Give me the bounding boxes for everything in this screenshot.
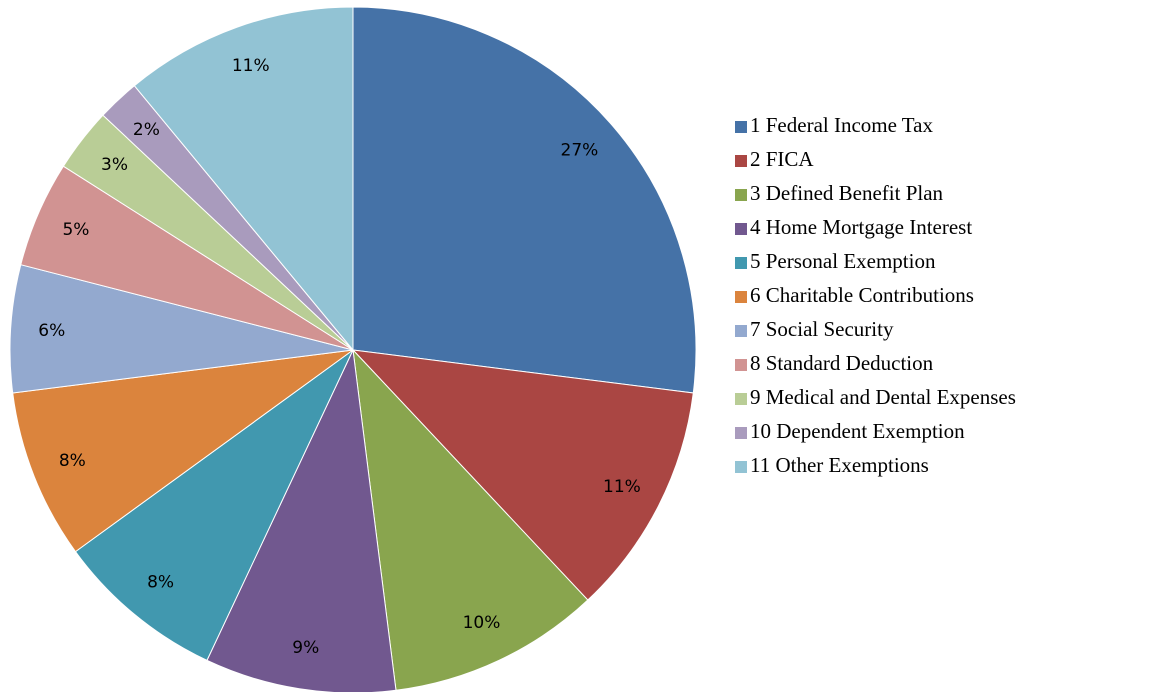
legend-label: 11 Other Exemptions [750,453,929,477]
data-label: 27% [561,140,599,160]
pie-slice [352,6,697,394]
legend-swatch [735,223,747,235]
pie-slice [74,349,354,662]
data-label: 8% [147,573,174,593]
legend-label: 2 FICA [750,147,814,171]
legend-swatch [735,325,747,337]
data-label: 9% [292,638,319,658]
legend-label: 5 Personal Exemption [750,249,936,273]
legend-swatch [735,359,747,371]
pie-slice [351,349,694,601]
legend-label: 7 Social Security [750,317,894,341]
legend-swatch [735,189,747,201]
data-label: 11% [603,477,641,497]
legend-swatch [735,257,747,269]
pie-slice [352,348,589,691]
data-label: 5% [62,220,89,240]
legend-label: 6 Charitable Contributions [750,283,974,307]
data-label: 10% [463,613,501,633]
legend-swatch [735,155,747,167]
pie-slice [9,264,354,394]
legend-swatch [735,393,747,405]
legend-label: 3 Defined Benefit Plan [750,181,944,205]
legend-swatch [735,121,747,133]
data-label: 8% [59,451,86,471]
pie-slice [12,349,354,553]
data-label: 6% [38,321,65,341]
legend-label: 10 Dependent Exemption [750,419,965,443]
pie-slice [133,6,354,352]
legend-swatch [735,427,747,439]
legend-label: 9 Medical and Dental Expenses [750,385,1016,409]
legend-swatch [735,291,747,303]
data-label: 2% [133,120,160,140]
legend-swatch [735,461,747,473]
legend-label: 4 Home Mortgage Interest [750,215,972,239]
data-label: 3% [101,155,128,175]
legend-label: 1 Federal Income Tax [750,113,933,137]
legend-label: 8 Standard Deduction [750,351,934,375]
data-label: 11% [232,56,270,76]
